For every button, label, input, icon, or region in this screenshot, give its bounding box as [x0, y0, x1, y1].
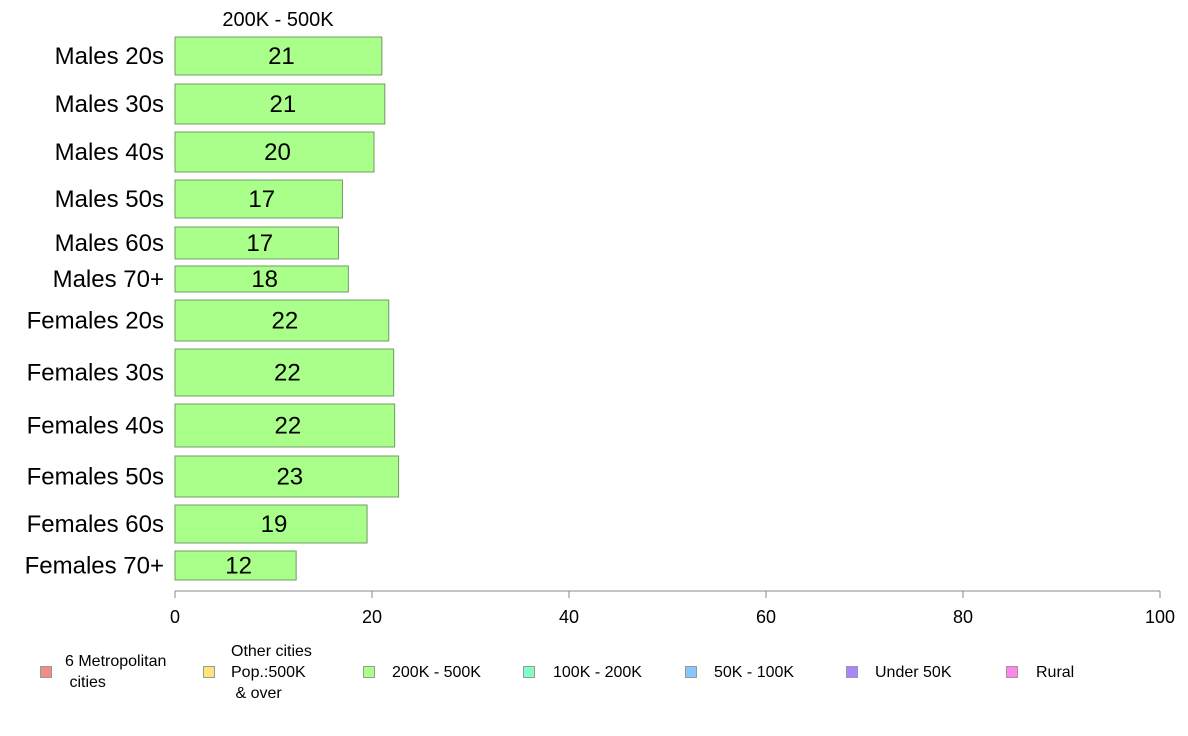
x-tick-label: 20 — [362, 607, 382, 627]
bar-value-label: 17 — [248, 186, 275, 213]
legend-label: Other cities Pop.:500K & over — [231, 642, 312, 702]
x-tick-label: 80 — [953, 607, 973, 627]
category-label: Males 50s — [55, 186, 164, 213]
legend-swatch — [685, 666, 697, 678]
bar-value-label: 23 — [276, 464, 303, 491]
bar-value-label: 18 — [251, 266, 278, 293]
category-label: Males 20s — [55, 43, 164, 70]
bar-value-label: 21 — [268, 43, 295, 70]
category-label: Females 70+ — [25, 553, 164, 580]
bar — [174, 455, 400, 498]
bar-value-label: 22 — [274, 360, 301, 387]
legend-swatch — [523, 666, 535, 678]
legend: 6 Metropolitan cities Other cities Pop.:5… — [0, 640, 1188, 720]
bar — [174, 131, 375, 173]
legend-label: Rural — [1036, 663, 1075, 681]
legend-label: 200K - 500K — [392, 663, 481, 681]
category-label: Males 70+ — [53, 266, 164, 293]
legend-swatch — [1006, 666, 1018, 678]
bar — [174, 403, 396, 448]
bar — [174, 348, 395, 397]
bar-value-label: 12 — [225, 553, 252, 580]
legend-swatch — [40, 666, 52, 678]
legend-label: 50K - 100K — [714, 663, 795, 681]
bar-chart: 200K - 500K 21 Males 20s 21 Males 30s 20 Males… — [25, 9, 1175, 627]
x-tick-label: 60 — [756, 607, 776, 627]
category-label: Females 30s — [27, 360, 164, 387]
bar — [174, 299, 390, 342]
bar-value-label: 22 — [274, 413, 301, 440]
bar-value-label: 19 — [261, 511, 288, 538]
bar — [174, 179, 343, 219]
bar — [174, 550, 297, 581]
bar-value-label: 17 — [246, 230, 273, 257]
legend-label: 100K - 200K — [553, 663, 642, 681]
legend-label: 6 Metropolitan cities — [65, 653, 167, 691]
category-label: Females 20s — [27, 308, 164, 335]
bar — [174, 226, 340, 260]
legend-swatch — [846, 666, 858, 678]
bar — [174, 504, 368, 544]
bar — [174, 265, 349, 293]
chart-title: 200K - 500K — [222, 9, 334, 31]
category-label: Females 50s — [27, 464, 164, 491]
bar-value-label: 22 — [272, 308, 299, 335]
bar — [174, 36, 383, 76]
category-label: Males 40s — [55, 139, 164, 166]
category-label: Males 60s — [55, 230, 164, 257]
bar-value-label: 21 — [270, 91, 297, 118]
bar-value-label: 20 — [264, 139, 291, 166]
x-tick-label: 0 — [170, 607, 180, 627]
category-label: Females 40s — [27, 413, 164, 440]
x-tick-label: 40 — [559, 607, 579, 627]
legend-label: Under 50K — [875, 663, 952, 681]
category-label: Females 60s — [27, 511, 164, 538]
x-tick-label: 100 — [1145, 607, 1175, 627]
legend-swatch — [363, 666, 375, 678]
legend-swatch — [203, 666, 215, 678]
category-label: Males 30s — [55, 91, 164, 118]
bar — [174, 83, 386, 125]
